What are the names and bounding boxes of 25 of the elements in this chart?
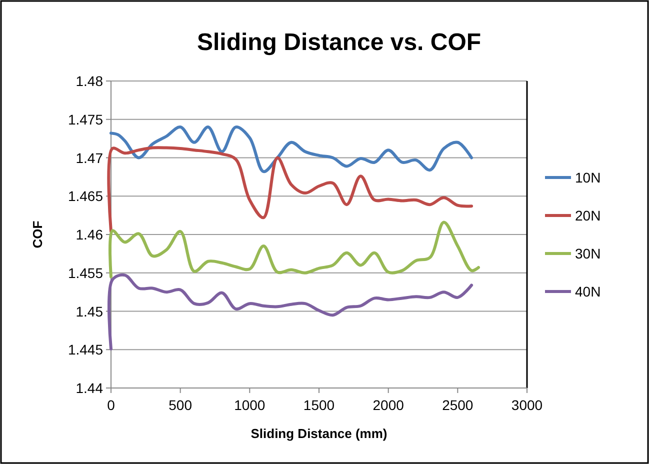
y-tick-label: 1.44 (76, 380, 104, 396)
x-tick-label: 500 (168, 397, 192, 413)
legend-label: 30N (575, 246, 601, 262)
chart-title: Sliding Distance vs. COF (196, 29, 482, 56)
y-tick-label: 1.46 (76, 226, 104, 242)
x-tick-label: 2500 (442, 397, 474, 413)
y-tick-label: 1.455 (68, 264, 104, 281)
y-tick-label: 1.45 (76, 303, 104, 320)
line-series (108, 220, 480, 278)
x-tick-label: 0 (107, 397, 116, 413)
y-tick-label: 1.475 (68, 111, 104, 128)
legend-label: 10N (575, 170, 601, 186)
x-tick-label: 1000 (234, 397, 266, 413)
x-tick-label: 2000 (372, 397, 404, 413)
y-tick-label: 1.445 (68, 342, 104, 358)
legend-label: 20N (575, 208, 601, 224)
legend-label: 40N (575, 284, 601, 300)
x-tick-label: 3000 (511, 397, 543, 413)
x-axis-title: Sliding Distance (mm) (250, 426, 388, 441)
y-tick-label: 1.465 (68, 188, 104, 204)
y-tick-label: 1.48 (76, 73, 104, 89)
y-tick-label: 1.47 (76, 150, 104, 166)
y-axis-title: COF (30, 220, 45, 248)
x-tick-label: 1500 (303, 397, 335, 413)
line-series (110, 126, 474, 174)
